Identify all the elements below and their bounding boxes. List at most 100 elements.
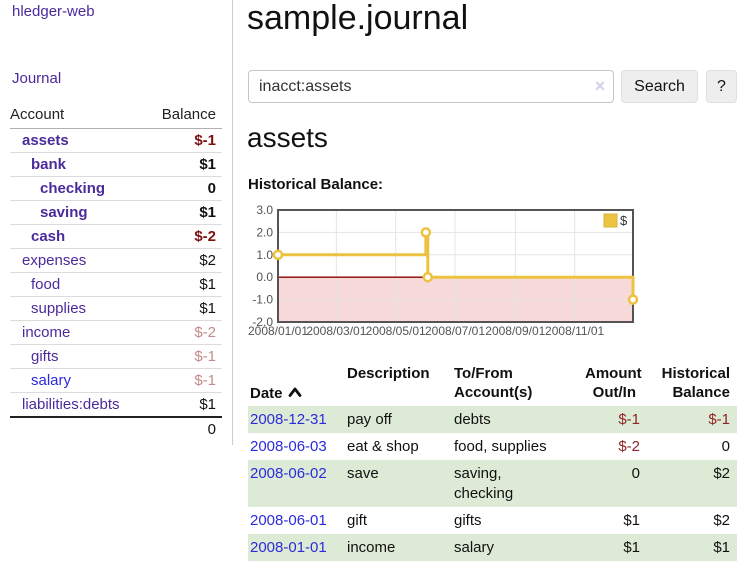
transaction-row: 2008-12-31 pay off debts $-1 $-1 xyxy=(248,406,737,433)
transaction-description: eat & shop xyxy=(347,438,419,455)
accounts-header-row: Account Balance xyxy=(10,104,222,129)
account-row: expenses $2 xyxy=(10,248,222,273)
transaction-date-link[interactable]: 2008-06-02 xyxy=(250,465,327,482)
account-link[interactable]: cash xyxy=(31,228,66,245)
transaction-amount: 0 xyxy=(631,465,640,482)
register-header-row: Date Description To/From Account(s) Amou… xyxy=(248,362,737,406)
account-balance: $-2 xyxy=(146,224,222,249)
account-balance: $1 xyxy=(146,272,222,297)
account-link[interactable]: expenses xyxy=(22,252,87,269)
account-name-cell: salary xyxy=(10,368,147,393)
svg-text:2008/07/01: 2008/07/01 xyxy=(425,324,485,338)
account-balance: $1 xyxy=(146,392,222,418)
account-balance: $-2 xyxy=(146,320,222,345)
transaction-date-link[interactable]: 2008-12-31 xyxy=(250,411,327,428)
sidebar-item-journal[interactable]: Journal xyxy=(12,70,62,87)
register-header-date[interactable]: Date xyxy=(248,362,345,406)
account-link[interactable]: gifts xyxy=(31,348,59,365)
account-link[interactable]: income xyxy=(22,324,71,341)
account-name-cell: bank xyxy=(10,152,147,177)
svg-text:2008/09/01: 2008/09/01 xyxy=(485,324,545,338)
register-header-amount: Amount Out/In xyxy=(585,365,642,401)
account-link[interactable]: bank xyxy=(31,156,67,173)
transaction-date-cell: 2008-06-03 xyxy=(248,433,345,460)
transaction-amount: $-1 xyxy=(618,411,640,428)
transaction-accounts: debts xyxy=(454,411,491,428)
register-header-accounts: To/From Account(s) xyxy=(454,365,533,401)
transaction-date-link[interactable]: 2008-01-01 xyxy=(250,539,327,556)
search-button[interactable]: Search xyxy=(621,70,698,103)
account-balance: $1 xyxy=(146,296,222,321)
account-name-cell: gifts xyxy=(10,344,147,369)
clear-search-icon[interactable]: × xyxy=(594,76,606,96)
data-point xyxy=(422,271,434,283)
transaction-balance: $1 xyxy=(713,539,730,556)
account-link[interactable]: assets xyxy=(22,132,69,149)
transaction-description: income xyxy=(347,539,396,556)
transaction-amount: $-2 xyxy=(618,438,640,455)
transaction-accounts: gifts xyxy=(454,512,482,529)
transaction-date-link[interactable]: 2008-06-03 xyxy=(250,438,327,455)
transaction-accounts: saving, checking xyxy=(454,465,514,502)
transaction-row: 2008-06-01 gift gifts $1 $2 xyxy=(248,507,737,534)
account-balance: $-1 xyxy=(146,344,222,369)
account-link[interactable]: food xyxy=(31,276,61,293)
register-header-balance: Historical Balance xyxy=(661,365,730,401)
data-point xyxy=(272,249,284,261)
data-point xyxy=(627,294,639,305)
accounts-total-row: 0 xyxy=(10,416,222,441)
account-balance: $1 xyxy=(146,152,222,177)
transaction-accounts: salary xyxy=(454,539,495,556)
account-link[interactable]: liabilities:debts xyxy=(22,396,120,413)
register-header-date-label: Date xyxy=(250,385,283,402)
accounts-header-account: Account xyxy=(10,104,147,129)
accounts-body: assets $-1 bank $1 checking 0 saving $1 cash $-2 e… xyxy=(10,128,222,418)
account-name-cell: checking xyxy=(10,176,147,201)
svg-text:1.0: 1.0 xyxy=(256,248,273,262)
account-name-cell: food xyxy=(10,272,147,297)
search-input[interactable] xyxy=(248,70,614,103)
transaction-date-cell: 2008-01-01 xyxy=(248,534,345,561)
app-brand-link[interactable]: hledger-web xyxy=(12,3,95,20)
transaction-date-cell: 2008-12-31 xyxy=(248,406,345,433)
account-name-cell: expenses xyxy=(10,248,147,273)
transaction-description: save xyxy=(347,465,379,482)
chart-label: Historical Balance: xyxy=(248,176,384,193)
transaction-date-link[interactable]: 2008-06-01 xyxy=(250,512,327,529)
account-row: food $1 xyxy=(10,272,222,297)
transaction-accounts: food, supplies xyxy=(454,438,547,455)
transaction-amount: $1 xyxy=(623,512,640,529)
svg-text:2.0: 2.0 xyxy=(256,225,273,239)
account-link[interactable]: checking xyxy=(40,180,106,197)
accounts-header-balance: Balance xyxy=(146,104,222,129)
svg-text:-2.0: -2.0 xyxy=(252,315,273,329)
historical-balance-chart: 3.0 2.0 1.0 0.0 -1.0 -2.02008/01/012008/03/01… xyxy=(248,203,639,338)
accounts-total-value: 0 xyxy=(146,416,222,441)
account-balance: 0 xyxy=(146,176,222,201)
account-row: gifts $-1 xyxy=(10,344,222,369)
transaction-date-cell: 2008-06-01 xyxy=(248,507,345,534)
account-name-cell: supplies xyxy=(10,296,147,321)
sort-ascending-icon xyxy=(288,383,302,402)
transaction-balance: $-1 xyxy=(708,411,730,428)
svg-text:0.0: 0.0 xyxy=(256,270,273,284)
svg-text:2008/05/01: 2008/05/01 xyxy=(366,324,426,338)
account-link[interactable]: supplies xyxy=(31,300,87,317)
svg-text:3.0: 3.0 xyxy=(256,203,273,217)
register-body: 2008-12-31 pay off debts $-1 $-1 2008-06-03 ea… xyxy=(248,406,737,561)
help-button[interactable]: ? xyxy=(706,70,737,103)
account-name-cell: saving xyxy=(10,200,147,225)
transaction-row: 2008-01-01 income salary $1 $1 xyxy=(248,534,737,561)
account-link[interactable]: saving xyxy=(40,204,88,221)
svg-text:2008/11/01: 2008/11/01 xyxy=(545,324,604,338)
account-row: liabilities:debts $1 xyxy=(10,392,222,418)
transaction-description: gift xyxy=(347,512,368,529)
transaction-date-cell: 2008-06-02 xyxy=(248,460,345,507)
account-name-cell: assets xyxy=(10,128,147,153)
account-name-cell: income xyxy=(10,320,147,345)
account-link[interactable]: salary xyxy=(31,372,72,389)
register-header-description: Description xyxy=(347,365,430,382)
account-name-cell: cash xyxy=(10,224,147,249)
account-row: bank $1 xyxy=(10,152,222,177)
transaction-description: pay off xyxy=(347,411,392,428)
